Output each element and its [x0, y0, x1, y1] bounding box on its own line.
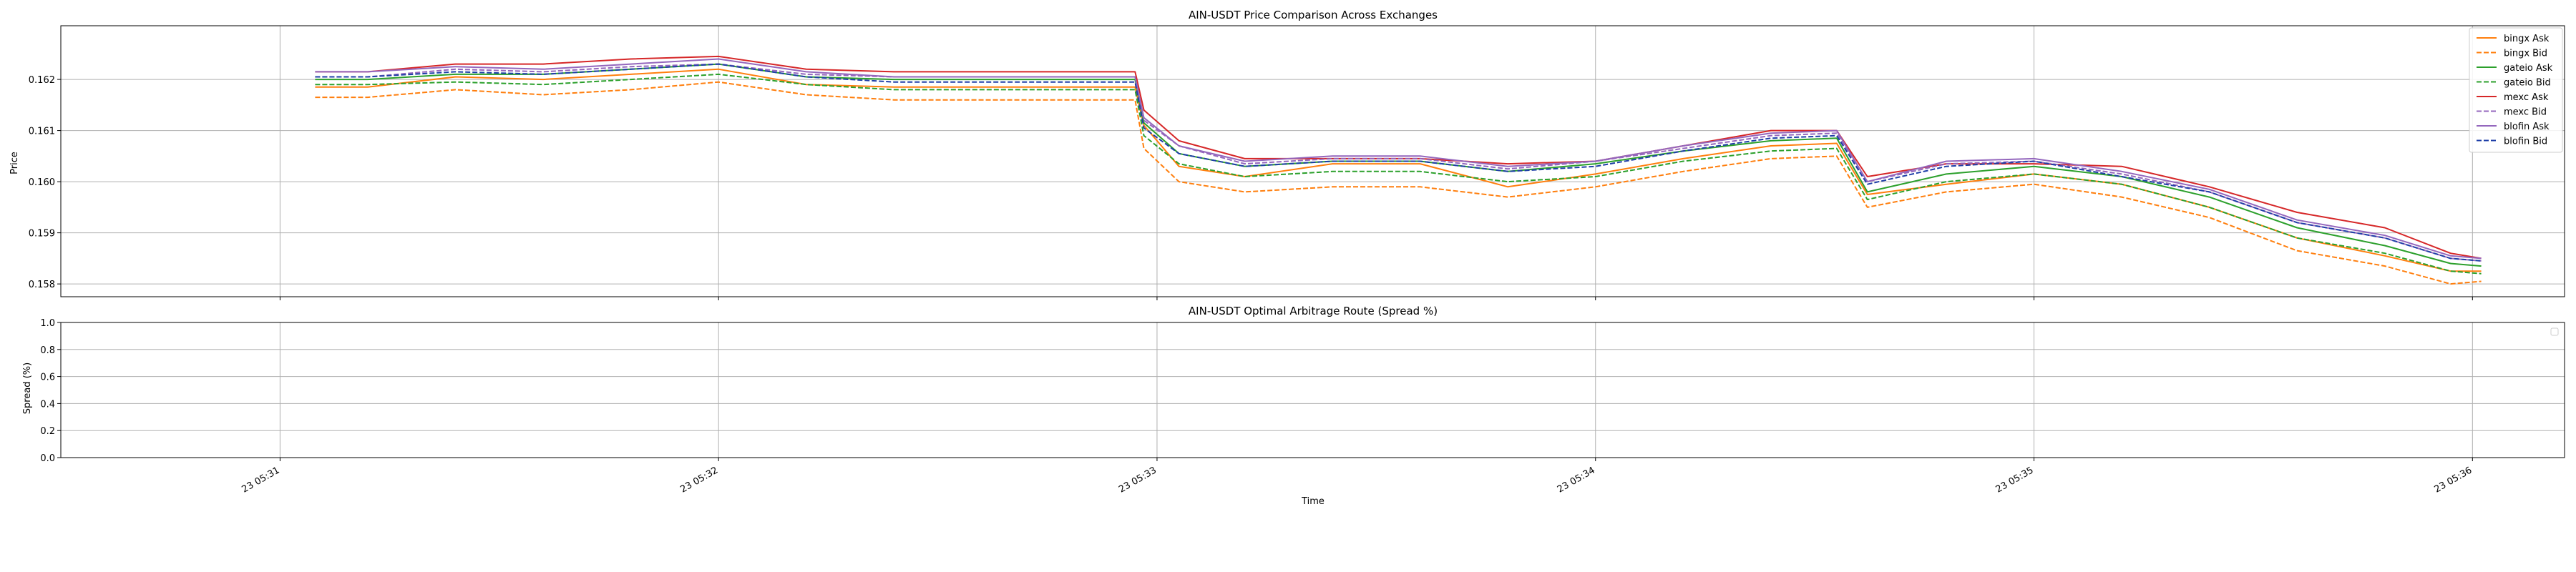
y-tick-label: 0.6 [40, 373, 55, 383]
legend-items: bingx Ask bingx Bid gateio Ask gateio Bid me… [2477, 34, 2553, 147]
series-line-mexc-ask [315, 55, 2482, 260]
spread-chart-frame [60, 322, 2565, 458]
legend-label: gateio Ask [2504, 63, 2553, 74]
y-tick-label: 0.8 [40, 345, 55, 356]
spread-chart-title: AIN-USDT Optimal Arbitrage Route (Spread… [1189, 305, 1438, 317]
series-line-blofin-ask [315, 58, 2482, 260]
spread-chart-y-axis: 0.0 0.2 0.4 0.6 0.8 1.0 [40, 318, 61, 464]
y-tick-label: 0.159 [29, 229, 55, 240]
legend-label: mexc Bid [2504, 107, 2547, 118]
price-chart-title: AIN-USDT Price Comparison Across Exchang… [1189, 9, 1438, 21]
legend-label: bingx Ask [2504, 34, 2550, 44]
y-tick-label: 0.162 [29, 75, 55, 86]
series-line-gateio-bid [315, 73, 2482, 275]
y-tick-label: 0.158 [29, 280, 55, 290]
legend-label: blofin Ask [2504, 122, 2550, 132]
legend: bingx Ask bingx Bid gateio Ask gateio Bid me… [2469, 27, 2563, 153]
legend-box [2469, 27, 2563, 153]
y-tick-label: 0.0 [40, 453, 55, 464]
y-tick-label: 0.161 [29, 127, 55, 137]
y-tick-label: 1.0 [40, 318, 55, 329]
price-chart: AIN-USDT Price Comparison Across Exchang… [9, 9, 2565, 300]
price-chart-series [315, 55, 2482, 285]
y-tick-label: 0.160 [29, 177, 55, 188]
legend-label: blofin Bid [2504, 137, 2547, 147]
legend-label: bingx Bid [2504, 49, 2547, 59]
legend-label: mexc Ask [2504, 92, 2549, 103]
series-line-bingx-bid [315, 81, 2482, 285]
spread-chart-empty-legend [2550, 327, 2559, 336]
legend-label: gateio Bid [2504, 78, 2551, 89]
spread-chart-xlabel: Time [1301, 496, 1324, 507]
price-chart-x-axis [279, 297, 2473, 300]
price-chart-frame [60, 25, 2565, 297]
spread-chart-ylabel: Spread (%) [22, 363, 33, 414]
price-chart-ylabel: Price [9, 152, 20, 174]
y-tick-label: 0.4 [40, 399, 55, 410]
price-chart-y-axis: 0.158 0.159 0.160 0.161 0.162 [29, 75, 61, 290]
series-line-blofin-bid [315, 63, 2482, 262]
y-tick-label: 0.2 [40, 426, 55, 437]
